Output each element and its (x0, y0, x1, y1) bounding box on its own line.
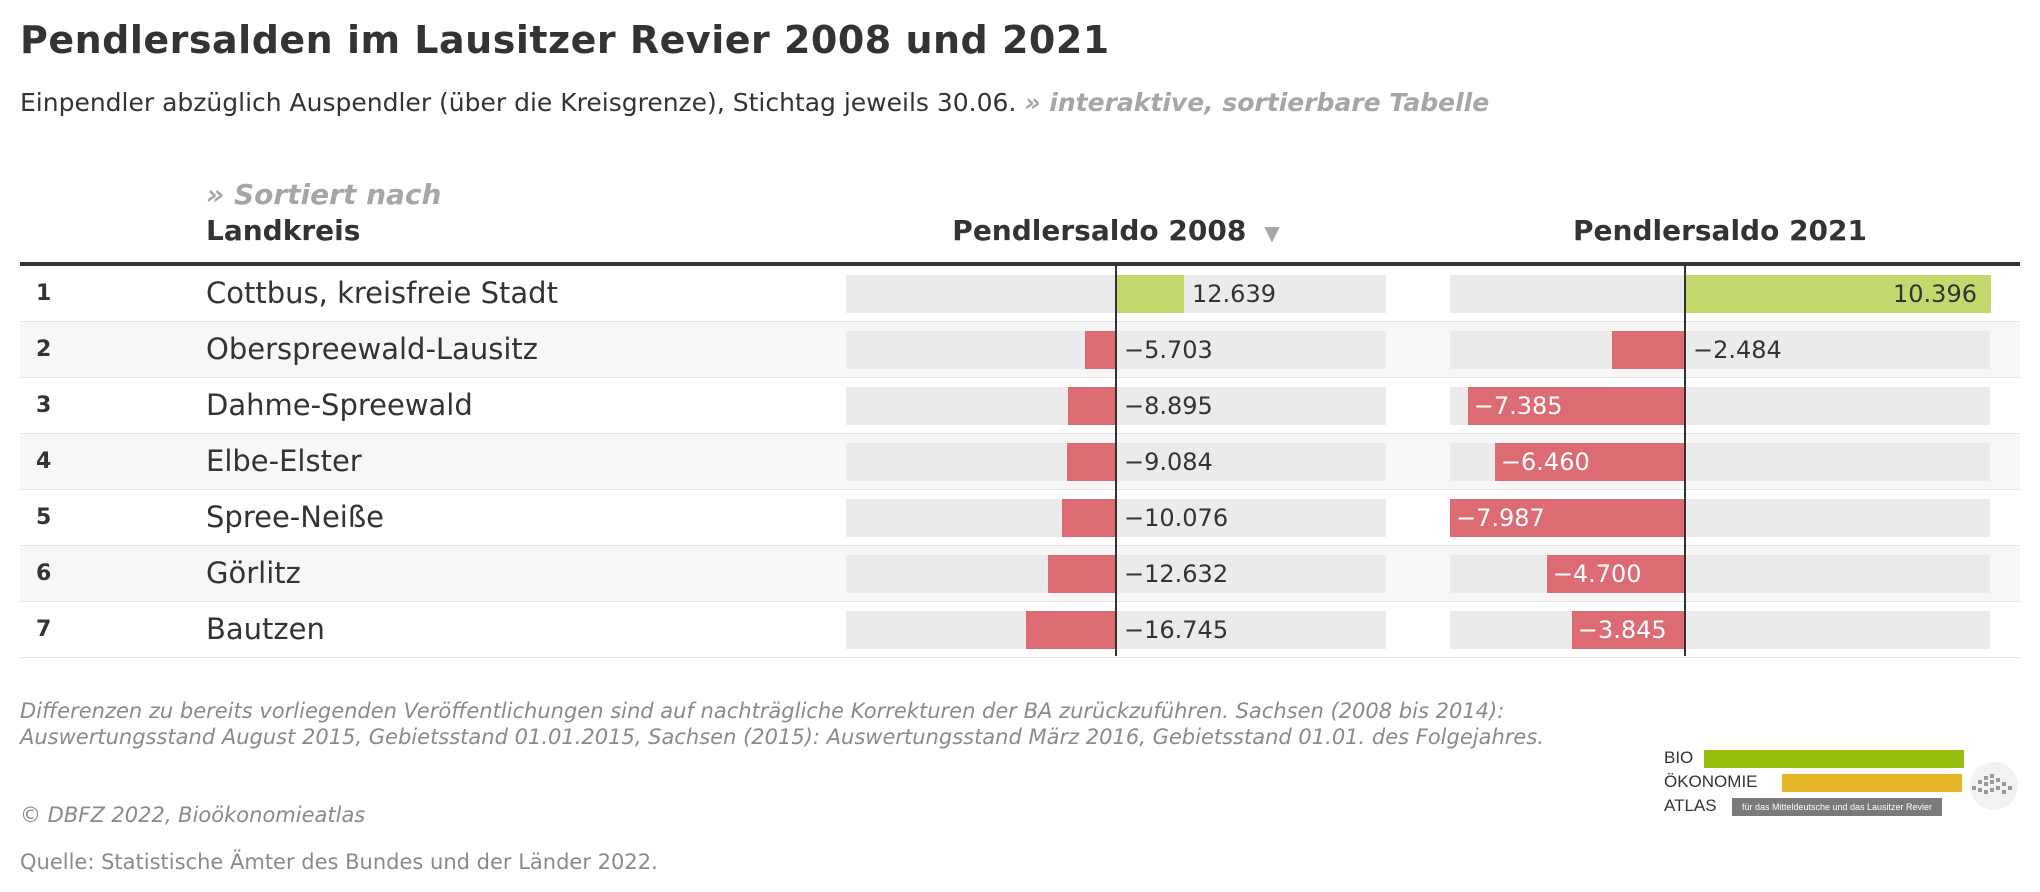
value-label-2008: −10.076 (1124, 504, 1229, 532)
bar-2008 (1061, 499, 1116, 537)
bar-track-2021: −7.987 (1450, 499, 1990, 537)
bar-2021 (1450, 499, 1685, 537)
value-label-2021: 10.396 (1893, 280, 1977, 308)
bar-2008 (1067, 443, 1116, 481)
bar-2021 (1494, 443, 1685, 481)
row-landkreis: Bautzen (206, 612, 325, 646)
logo-word-bio: BIO (1664, 748, 1694, 767)
logo-tagline: für das Mitteldeutsche und das Lausitzer… (1732, 798, 1942, 816)
row-rank: 2 (36, 337, 52, 362)
bar-2008 (1068, 387, 1116, 425)
value-label-2021: −4.700 (1552, 560, 1642, 588)
sorted-by-label[interactable]: » Sortiert nach (206, 178, 442, 211)
bar-2021 (1571, 611, 1685, 649)
bioeconomy-atlas-logo: BIO ÖKONOMIE ATLAS für das Mitteldeutsch… (1664, 748, 2024, 822)
value-label-2008: −8.895 (1124, 392, 1213, 420)
column-header-saldo-2021[interactable]: Pendlersaldo 2021 (1573, 214, 1867, 247)
value-label-2008: 12.639 (1192, 280, 1276, 308)
row-landkreis: Spree-Neiße (206, 500, 384, 534)
bar-2008 (1116, 275, 1184, 313)
row-landkreis: Cottbus, kreisfreie Stadt (206, 276, 558, 310)
bar-track-2021: −2.484 (1450, 331, 1990, 369)
table-row: 6 Görlitz −12.632 −4.700 (20, 546, 2020, 602)
value-label-2021: −3.845 (1577, 616, 1667, 644)
table-row: 1 Cottbus, kreisfreie Stadt 12.639 10.396 (20, 266, 2020, 322)
bar-2008 (1048, 555, 1116, 593)
bar-2008 (1026, 611, 1116, 649)
value-label-2008: −12.632 (1124, 560, 1229, 588)
value-label-2008: −5.703 (1124, 336, 1213, 364)
bar-track-2021: −3.845 (1450, 611, 1990, 649)
table-row: 2 Oberspreewald-Lausitz −5.703 −2.484 (20, 322, 2020, 378)
page-subtitle: Einpendler abzüglich Auspendler (über di… (20, 88, 1489, 117)
page-title: Pendlersalden im Lausitzer Revier 2008 u… (20, 18, 1110, 62)
value-label-2021: −2.484 (1693, 336, 1782, 364)
column-header-saldo-2008-label: Pendlersaldo 2008 (952, 214, 1247, 247)
logo-word-atlas: ATLAS (1664, 796, 1717, 815)
column-header-landkreis[interactable]: Landkreis (206, 214, 361, 247)
row-rank: 6 (36, 561, 52, 586)
logo-stripe-yellow (1782, 774, 1962, 792)
copyright: © DBFZ 2022, Bioökonomieatlas (20, 803, 366, 827)
bar-2008 (1085, 331, 1116, 369)
row-rank: 5 (36, 505, 52, 530)
zero-line-2021 (1684, 266, 1686, 656)
row-landkreis: Dahme-Spreewald (206, 388, 473, 422)
subtitle-text: Einpendler abzüglich Auspendler (über di… (20, 88, 1017, 117)
value-label-2008: −16.745 (1124, 616, 1229, 644)
row-rank: 1 (36, 281, 52, 306)
logo-stripe-green (1704, 750, 1964, 768)
row-rank: 7 (36, 617, 52, 642)
value-label-2021: −7.987 (1456, 504, 1545, 532)
row-landkreis: Elbe-Elster (206, 444, 362, 478)
value-label-2021: −7.385 (1473, 392, 1563, 420)
bar-track-2021: −7.385 (1450, 387, 1990, 425)
value-label-2021: −6.460 (1500, 448, 1590, 476)
table-row: 4 Elbe-Elster −9.084 −6.460 (20, 434, 2020, 490)
footnote: Differenzen zu bereits vorliegenden Verö… (20, 699, 1544, 749)
row-rank: 4 (36, 449, 52, 474)
table-row: 7 Bautzen −16.745 −3.845 (20, 602, 2020, 658)
bar-2021 (1611, 331, 1685, 369)
bar-2021 (1546, 555, 1685, 593)
bar-track-2021: 10.396 (1450, 275, 1991, 313)
table-row: 3 Dahme-Spreewald −8.895 −7.385 (20, 378, 2020, 434)
bar-2021 (1685, 275, 1991, 313)
region-map-icon (1970, 762, 2018, 810)
header-rule (20, 262, 2020, 266)
bar-track-2021: −4.700 (1450, 555, 1990, 593)
interactive-table-link[interactable]: » interaktive, sortierbare Tabelle (1024, 88, 1490, 117)
column-header-saldo-2008[interactable]: Pendlersaldo 2008 ▼ (846, 214, 1386, 247)
zero-line-2008 (1115, 266, 1117, 656)
bar-2021 (1467, 387, 1685, 425)
row-landkreis: Görlitz (206, 556, 301, 590)
logo-word-oekonomie: ÖKONOMIE (1664, 772, 1758, 791)
row-landkreis: Oberspreewald-Lausitz (206, 332, 538, 366)
table-row: 5 Spree-Neiße −10.076 −7.987 (20, 490, 2020, 546)
row-rank: 3 (36, 393, 52, 418)
bar-track-2021: −6.460 (1450, 443, 1990, 481)
source-note: Quelle: Statistische Ämter des Bundes un… (20, 850, 658, 874)
sort-descending-icon: ▼ (1264, 221, 1280, 245)
value-label-2008: −9.084 (1124, 448, 1213, 476)
